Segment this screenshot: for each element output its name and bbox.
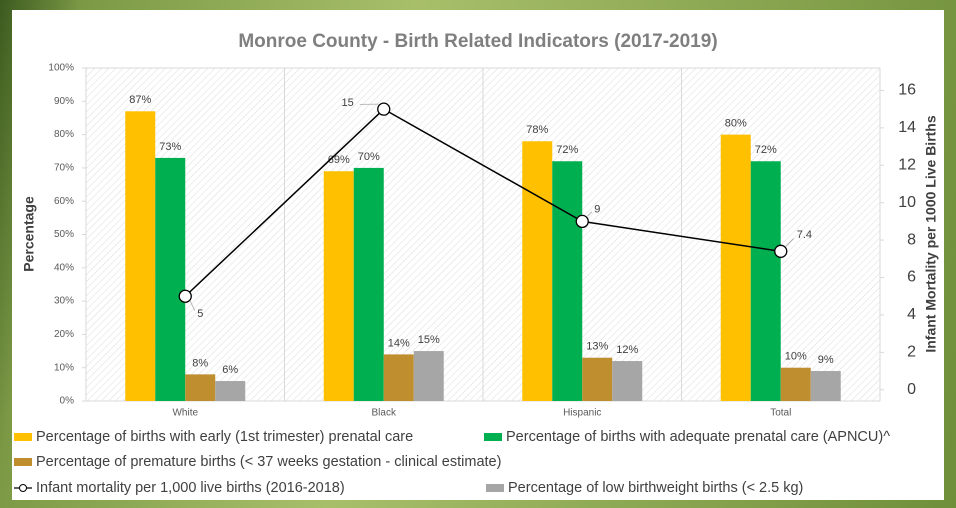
bar-value-label: 72% <box>755 144 777 156</box>
leader-line <box>785 238 794 247</box>
y2-tick-label: 10 <box>898 194 916 211</box>
y-tick-label: 50% <box>54 229 74 240</box>
bar <box>582 357 613 401</box>
bar <box>215 381 246 401</box>
line-value-label: 7.4 <box>797 229 812 241</box>
y2-tick-label: 8 <box>907 231 916 248</box>
y-tick-label: 80% <box>54 129 74 140</box>
legend-label: Infant mortality per 1,000 live births (… <box>36 480 345 496</box>
bar <box>185 374 216 401</box>
y2-tick-label: 4 <box>907 306 916 323</box>
chart-title: Monroe County - Birth Related Indicators… <box>238 31 717 52</box>
legend-label: Percentage of premature births (< 37 wee… <box>36 454 501 470</box>
y-tick-label: 70% <box>54 163 74 174</box>
line-marker <box>774 244 788 258</box>
y-tick-label: 90% <box>54 96 74 107</box>
bar <box>353 167 384 401</box>
line-value-label: 5 <box>197 308 203 320</box>
bar-value-label: 87% <box>129 94 151 106</box>
y2-axis-label: Infant Mortality per 1000 Live Births <box>923 115 939 352</box>
bar <box>810 371 841 401</box>
bar-value-label: 13% <box>586 341 608 353</box>
x-tick-label: White <box>172 408 198 419</box>
legend-marker <box>19 484 27 492</box>
legend-label: Percentage of births with early (1st tri… <box>36 429 413 445</box>
y-tick-label: 30% <box>54 296 74 307</box>
x-tick-label: Black <box>372 408 397 419</box>
legend-swatch <box>486 484 504 492</box>
y-tick-label: 100% <box>48 63 74 74</box>
legend-swatch <box>14 433 32 441</box>
bar-value-label: 10% <box>785 351 807 363</box>
bar <box>125 111 156 401</box>
y2-tick-label: 16 <box>898 82 916 99</box>
y-tick-label: 40% <box>54 262 74 273</box>
y2-tick-label: 6 <box>907 269 916 286</box>
y-axis-label: Percentage <box>21 196 37 272</box>
bar <box>323 171 354 401</box>
bar-value-label: 9% <box>818 354 834 366</box>
bar <box>552 161 583 401</box>
x-tick-label: Total <box>770 408 791 419</box>
line-value-label: 9 <box>594 203 600 215</box>
line-marker <box>575 214 589 229</box>
y-tick-label: 20% <box>54 329 74 340</box>
legend-label: Percentage of births with adequate prena… <box>506 429 890 445</box>
bar-value-label: 12% <box>616 344 638 356</box>
y-tick-label: 0% <box>60 396 75 407</box>
x-tick-label: Hispanic <box>563 408 601 419</box>
y-tick-label: 60% <box>54 196 74 207</box>
legend-label: Percentage of low birthweight births (< … <box>508 480 803 496</box>
legend-swatch <box>14 458 32 466</box>
bar <box>750 161 781 401</box>
y2-tick-label: 2 <box>907 344 916 361</box>
bar-value-label: 78% <box>526 124 548 136</box>
bar-value-label: 15% <box>418 334 440 346</box>
y-tick-label: 10% <box>54 362 74 373</box>
bar-value-label: 14% <box>388 337 410 349</box>
leader-line <box>586 211 593 217</box>
bar-value-label: 6% <box>222 364 238 376</box>
bar-value-label: 70% <box>358 151 380 163</box>
bar <box>522 141 553 401</box>
line <box>184 108 781 297</box>
bar-value-label: 80% <box>725 118 747 130</box>
bar <box>155 157 186 401</box>
line-value-label: 15 <box>342 97 354 109</box>
bar <box>413 351 444 401</box>
line-marker <box>178 289 192 303</box>
bar-value-label: 73% <box>159 141 181 153</box>
leader-line <box>189 301 196 311</box>
bar <box>720 134 751 401</box>
y2-tick-label: 0 <box>907 381 916 398</box>
bar <box>780 367 811 401</box>
line-marker <box>377 102 391 116</box>
bar <box>612 361 643 401</box>
legend-swatch <box>484 433 502 441</box>
bar <box>383 354 414 401</box>
bar-value-label: 72% <box>556 144 578 156</box>
bar-value-label: 69% <box>328 154 350 166</box>
bar-value-label: 8% <box>192 357 208 369</box>
y2-tick-label: 14 <box>898 119 916 136</box>
y2-tick-label: 12 <box>898 156 916 173</box>
